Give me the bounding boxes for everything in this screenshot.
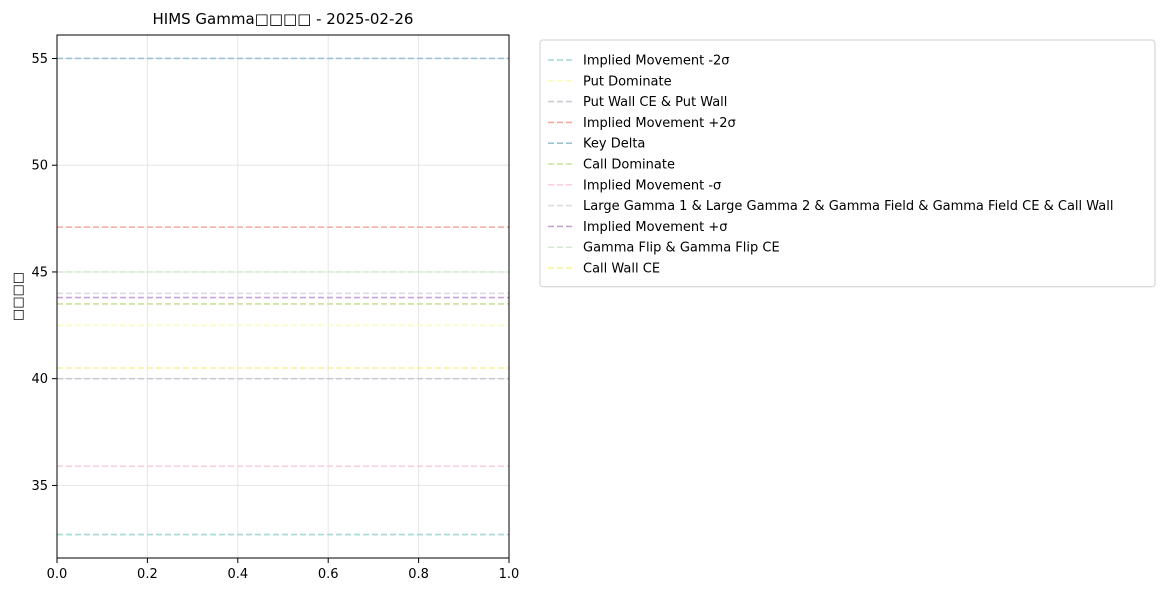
legend-entry-label: Call Wall CE	[583, 262, 660, 277]
grid	[56, 35, 510, 558]
x-tick-label: 0.6	[318, 567, 339, 582]
x-tick-label: 0.2	[137, 567, 158, 582]
legend-entry-label: Put Dominate	[583, 74, 672, 89]
legend-entry-label: Implied Movement -σ	[583, 178, 721, 193]
legend-box	[539, 39, 1156, 288]
y-axis-label: □□□□	[11, 272, 26, 321]
legend: Implied Movement -2σ Put Dominate Put Wall…	[539, 39, 1156, 288]
y-tick-label: 55	[31, 52, 48, 67]
y-tick-label: 50	[31, 159, 48, 174]
legend-entry-label: Implied Movement +σ	[583, 220, 727, 235]
legend-entry-label: Large Gamma 1 & Large Gamma 2 & Gamma Fi…	[583, 199, 1113, 214]
series-lines	[57, 57, 509, 536]
y-tick-label: 45	[31, 265, 48, 280]
legend-entry-label: Key Delta	[583, 137, 645, 152]
x-tick-label: 1.0	[499, 567, 520, 582]
plot-frame	[56, 34, 510, 559]
x-tick-label: 0.4	[227, 567, 248, 582]
legend-entry-label: Call Dominate	[583, 158, 675, 173]
x-tick-label: 0.8	[408, 567, 429, 582]
chart-title: HIMS Gamma□□□□ - 2025-02-26	[153, 10, 414, 28]
y-tick-label: 35	[31, 479, 48, 494]
x-tick-label: 0.0	[47, 567, 68, 582]
legend-entry-label: Gamma Flip & Gamma Flip CE	[583, 241, 780, 256]
y-tick-label: 40	[31, 372, 48, 387]
legend-entry-label: Implied Movement -2σ	[583, 54, 730, 69]
y-axis: 35 40 45 50 55	[31, 52, 57, 494]
legend-entry-label: Implied Movement +2σ	[583, 116, 736, 131]
legend-entry-label: Put Wall CE & Put Wall	[583, 95, 727, 110]
x-axis: 0.0 0.2 0.4 0.6 0.8 1.0	[47, 558, 520, 582]
